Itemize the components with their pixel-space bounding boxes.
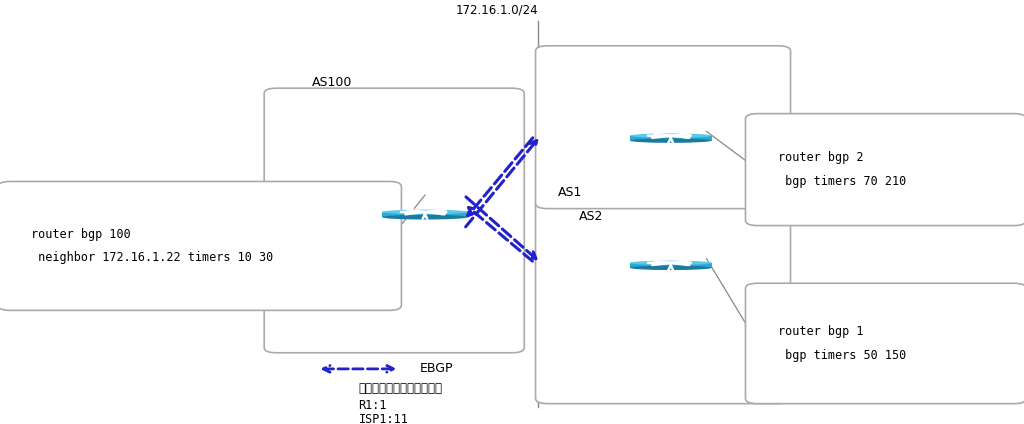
FancyBboxPatch shape bbox=[536, 46, 791, 209]
Text: R1:1: R1:1 bbox=[358, 399, 387, 412]
Text: ISP1:11: ISP1:11 bbox=[358, 413, 409, 424]
FancyBboxPatch shape bbox=[745, 114, 1024, 226]
Ellipse shape bbox=[630, 138, 712, 143]
FancyBboxPatch shape bbox=[536, 198, 791, 404]
Text: AS2: AS2 bbox=[579, 210, 603, 223]
Ellipse shape bbox=[630, 265, 712, 270]
Text: EBGP: EBGP bbox=[420, 363, 454, 375]
Ellipse shape bbox=[630, 134, 712, 138]
FancyBboxPatch shape bbox=[0, 181, 401, 310]
Ellipse shape bbox=[382, 209, 468, 215]
Bar bbox=[630, 263, 712, 268]
FancyBboxPatch shape bbox=[745, 283, 1024, 404]
Text: router bgp 2: router bgp 2 bbox=[778, 151, 863, 165]
Text: R1: R1 bbox=[417, 222, 433, 234]
Text: ISP1: ISP1 bbox=[656, 272, 685, 285]
Text: ISP2: ISP2 bbox=[656, 145, 685, 158]
Text: router bgp 1: router bgp 1 bbox=[778, 325, 863, 338]
FancyBboxPatch shape bbox=[264, 88, 524, 353]
Ellipse shape bbox=[382, 215, 468, 220]
Text: neighbor 172.16.1.22 timers 10 30: neighbor 172.16.1.22 timers 10 30 bbox=[31, 251, 273, 264]
Text: 172.16.1.0/24: 172.16.1.0/24 bbox=[456, 4, 538, 17]
Text: bgp timers 70 210: bgp timers 70 210 bbox=[778, 175, 906, 188]
Text: 各ルータのホストアドレス: 各ルータのホストアドレス bbox=[358, 382, 442, 395]
Text: router bgp 100: router bgp 100 bbox=[31, 228, 130, 241]
Bar bbox=[382, 212, 468, 217]
Text: AS100: AS100 bbox=[312, 76, 352, 89]
Bar bbox=[630, 136, 712, 141]
Text: AS1: AS1 bbox=[558, 186, 583, 199]
Ellipse shape bbox=[630, 261, 712, 265]
Text: bgp timers 50 150: bgp timers 50 150 bbox=[778, 349, 906, 362]
